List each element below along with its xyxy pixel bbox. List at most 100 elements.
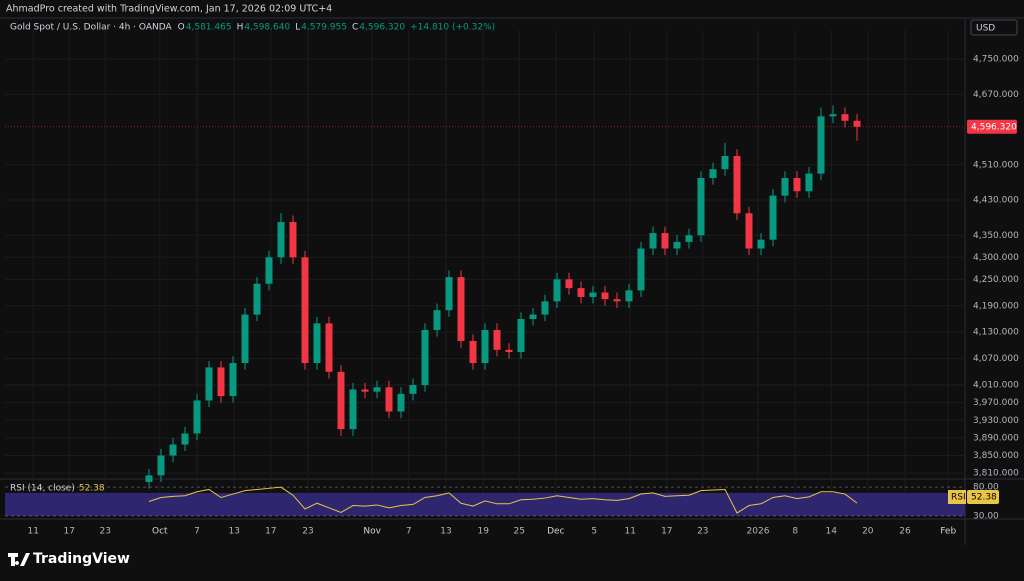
x-tick-label: 25 bbox=[513, 527, 524, 537]
candle-body bbox=[434, 310, 441, 330]
currency[interactable]: USD bbox=[976, 24, 995, 34]
candle-body bbox=[590, 293, 597, 297]
ohlc-label: O bbox=[178, 23, 185, 33]
candle-body bbox=[494, 330, 501, 350]
candle-body bbox=[602, 293, 609, 300]
candle-body bbox=[206, 367, 213, 400]
candle-body bbox=[470, 341, 477, 363]
candle-body bbox=[170, 445, 177, 456]
last-price-label: 4,596.320 bbox=[971, 122, 1017, 132]
candle-body bbox=[386, 387, 393, 411]
candle-body bbox=[758, 240, 765, 249]
candle-body bbox=[338, 372, 345, 429]
symbol: Gold Spot / U.S. Dollar · 4h · OANDA bbox=[10, 23, 172, 33]
rsi-badge-value: 52.38 bbox=[971, 493, 997, 503]
x-tick-label: 23 bbox=[99, 527, 110, 537]
candle-body bbox=[182, 434, 189, 445]
candle-body bbox=[578, 288, 585, 297]
x-tick-label: Nov bbox=[363, 527, 381, 537]
x-tick-label: 17 bbox=[661, 527, 672, 537]
x-tick-label: 14 bbox=[825, 527, 837, 537]
candle-body bbox=[362, 389, 369, 391]
x-tick-label: 23 bbox=[697, 527, 708, 537]
y-tick-label: 4,300.000 bbox=[973, 253, 1019, 263]
x-tick-label: 11 bbox=[27, 527, 38, 537]
candle-body bbox=[230, 363, 237, 396]
candle-body bbox=[566, 279, 573, 288]
candle-body bbox=[842, 114, 849, 121]
x-tick-label: 7 bbox=[406, 527, 412, 537]
rsi-value: 52.38 bbox=[79, 484, 105, 494]
x-tick-label: 8 bbox=[792, 527, 798, 537]
ohlc-value: 4,596.320 bbox=[359, 23, 405, 33]
candle-body bbox=[482, 330, 489, 363]
candle-body bbox=[782, 178, 789, 196]
x-tick-label: 26 bbox=[899, 527, 911, 537]
candle-body bbox=[398, 394, 405, 412]
candle-body bbox=[542, 301, 549, 314]
candle-body bbox=[722, 156, 729, 169]
candle-body bbox=[158, 456, 165, 476]
y-tick-label: 4,130.000 bbox=[973, 328, 1019, 338]
candle-body bbox=[710, 169, 717, 178]
candle-body bbox=[254, 284, 261, 315]
candle-body bbox=[818, 116, 825, 173]
candle-body bbox=[458, 277, 465, 341]
candle-body bbox=[314, 323, 321, 363]
candle-body bbox=[194, 400, 201, 433]
x-tick-label: 13 bbox=[228, 527, 239, 537]
candle-body bbox=[674, 242, 681, 249]
candle-body bbox=[638, 248, 645, 290]
ohlc-label: H bbox=[237, 23, 244, 33]
y-tick-label: 4,070.000 bbox=[973, 354, 1019, 364]
x-tick-label: 23 bbox=[302, 527, 313, 537]
candle-body bbox=[770, 196, 777, 240]
brand: TradingView bbox=[33, 551, 130, 567]
y-tick-label: 4,010.000 bbox=[973, 381, 1019, 391]
candle-body bbox=[698, 178, 705, 235]
x-tick-label: Oct bbox=[152, 527, 168, 537]
candle-body bbox=[506, 350, 513, 352]
y-tick-label: 4,430.000 bbox=[973, 196, 1019, 206]
candle-body bbox=[794, 178, 801, 191]
candle-body bbox=[626, 290, 633, 301]
y-tick-label: 3,810.000 bbox=[973, 469, 1019, 479]
rsi-name: RSI (14, close) bbox=[10, 484, 75, 494]
x-tick-label: 13 bbox=[440, 527, 451, 537]
candle-body bbox=[650, 233, 657, 248]
y-tick-label: 4,510.000 bbox=[973, 160, 1019, 170]
candle-body bbox=[146, 475, 153, 482]
ohlc-value: 4,581.465 bbox=[186, 23, 232, 33]
y-tick-label: 4,350.000 bbox=[973, 231, 1019, 241]
candle-body bbox=[734, 156, 741, 213]
candle-body bbox=[326, 323, 333, 371]
y-tick-label: 3,890.000 bbox=[973, 433, 1019, 443]
candle-body bbox=[302, 257, 309, 363]
candle-body bbox=[266, 257, 273, 283]
candle-body bbox=[242, 315, 249, 363]
change: +14.810 (+0.32%) bbox=[410, 23, 495, 33]
y-tick-label: 30.00 bbox=[973, 511, 999, 521]
candle-body bbox=[518, 319, 525, 352]
candle-body bbox=[410, 385, 417, 394]
candle-body bbox=[446, 277, 453, 310]
candle-body bbox=[806, 174, 813, 192]
x-tick-label: 17 bbox=[63, 527, 74, 537]
ohlc-label: C bbox=[352, 23, 358, 33]
ohlc-label: L bbox=[295, 23, 300, 33]
candle-body bbox=[290, 222, 297, 257]
y-tick-label: 4,670.000 bbox=[973, 90, 1019, 100]
x-tick-label: 17 bbox=[265, 527, 276, 537]
rsi-badge-name: RSI bbox=[951, 493, 966, 503]
candle-body bbox=[530, 315, 537, 319]
y-tick-label: 3,970.000 bbox=[973, 398, 1019, 408]
x-tick-label: 2026 bbox=[747, 527, 770, 537]
rsi-band bbox=[5, 493, 965, 516]
x-tick-label: Feb bbox=[940, 527, 956, 537]
candle-body bbox=[374, 387, 381, 391]
x-tick-label: 19 bbox=[477, 527, 489, 537]
candle-body bbox=[278, 222, 285, 257]
